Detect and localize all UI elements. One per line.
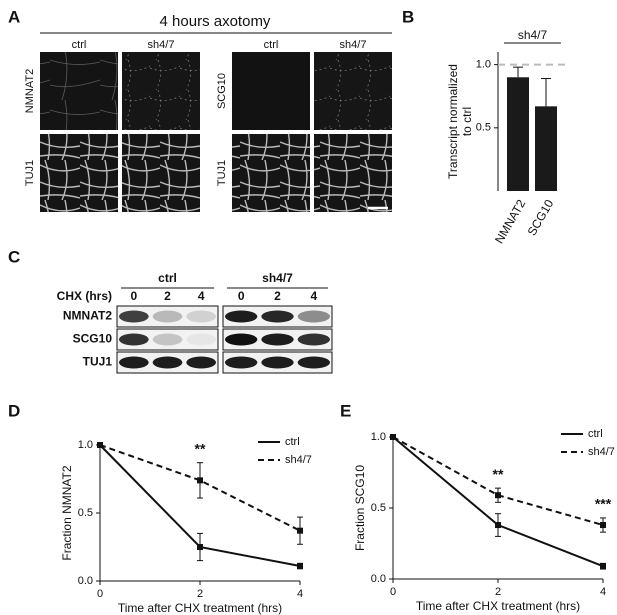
band [297,333,331,346]
band [186,333,217,346]
bar [535,106,557,191]
marker [600,563,606,570]
band [118,356,149,369]
annotation: *** [595,496,612,512]
y-axis-label: to ctrl [460,107,474,136]
row-label: NMNAT2 [24,69,36,113]
marker [97,442,103,448]
y-axis-label: Fraction NMNAT2 [60,465,74,560]
band [186,310,217,323]
x-axis-label: Time after CHX treatment (hrs) [416,599,580,613]
y-tick-label: 0.5 [476,122,491,134]
band [261,356,294,369]
category-label: SCG10 [525,197,557,238]
marker [197,544,203,550]
legend-label: ctrl [285,436,300,448]
band [225,310,258,323]
blot-row-label: TUJ1 [83,355,113,369]
x-tick-label: 4 [600,586,606,598]
bar [507,77,529,191]
band [225,356,258,369]
timepoint-label: 0 [238,289,245,303]
band [297,356,331,369]
marker [495,492,501,499]
y-tick-label: 1.0 [78,439,93,451]
band [297,310,331,323]
y-tick-label: 0.0 [78,575,93,587]
x-tick-label: 0 [390,586,396,598]
column-label: ctrl [72,39,87,51]
column-label: sh4/7 [148,39,175,51]
micrograph [232,134,310,212]
x-axis-label: Time after CHX treatment (hrs) [118,601,282,615]
band [152,333,183,346]
band [152,356,183,369]
panel-label: A [8,7,20,26]
row-label: SCG10 [216,73,228,109]
group-label: sh4/7 [262,271,293,285]
group-label: ctrl [158,271,177,285]
y-tick-label: 1.0 [371,431,386,443]
x-tick-label: 4 [297,588,303,600]
timepoint-label: 0 [130,289,137,303]
micrograph [122,52,200,130]
micrograph [232,52,310,130]
timepoint-label: 4 [198,289,205,303]
x-tick-label: 0 [97,588,103,600]
panel-label: C [8,247,20,266]
y-axis-label: Transcript normalized [446,64,460,179]
series-line [99,444,301,532]
annotation: ** [493,466,504,482]
marker [390,434,396,440]
panel-title: 4 hours axotomy [160,13,271,30]
panel-label: B [402,7,414,26]
legend-label: sh4/7 [285,454,312,466]
micrograph [122,134,200,212]
column-label: ctrl [264,39,279,51]
band [118,310,149,323]
timepoint-label: 2 [164,289,171,303]
panel-label: E [340,401,351,420]
micrograph [40,52,118,130]
y-tick-label: 0.0 [371,573,386,585]
band [186,356,217,369]
band [261,333,294,346]
timepoint-label: 2 [274,289,281,303]
marker [197,477,203,484]
legend-label: ctrl [588,428,603,440]
row-label: TUJ1 [24,160,36,186]
band [225,333,258,346]
marker [297,563,303,570]
y-tick-label: 0.5 [78,507,93,519]
marker [495,522,501,529]
legend-label: sh4/7 [588,446,615,458]
timepoint-label: 4 [310,289,317,303]
panel-label: D [8,401,20,420]
band [261,310,294,323]
band [118,333,149,346]
micrograph [314,52,392,130]
time-label: CHX (hrs) [57,289,112,303]
x-tick-label: 2 [197,588,203,600]
micrograph [40,134,118,212]
y-axis-label: Fraction SCG10 [353,465,367,551]
column-label: sh4/7 [340,39,367,51]
y-tick-label: 1.0 [476,59,491,71]
blot [116,328,219,351]
micrograph [314,134,392,212]
marker [297,527,303,534]
blot-row-label: NMNAT2 [63,309,112,323]
blot-row-label: SCG10 [73,332,113,346]
group-label: sh4/7 [518,28,548,42]
row-label: TUJ1 [216,160,228,186]
annotation: ** [195,440,206,456]
marker [600,522,606,529]
category-label: NMNAT2 [492,197,529,246]
x-tick-label: 2 [495,586,501,598]
y-tick-label: 0.5 [371,502,386,514]
band [152,310,183,323]
blot [116,305,219,328]
